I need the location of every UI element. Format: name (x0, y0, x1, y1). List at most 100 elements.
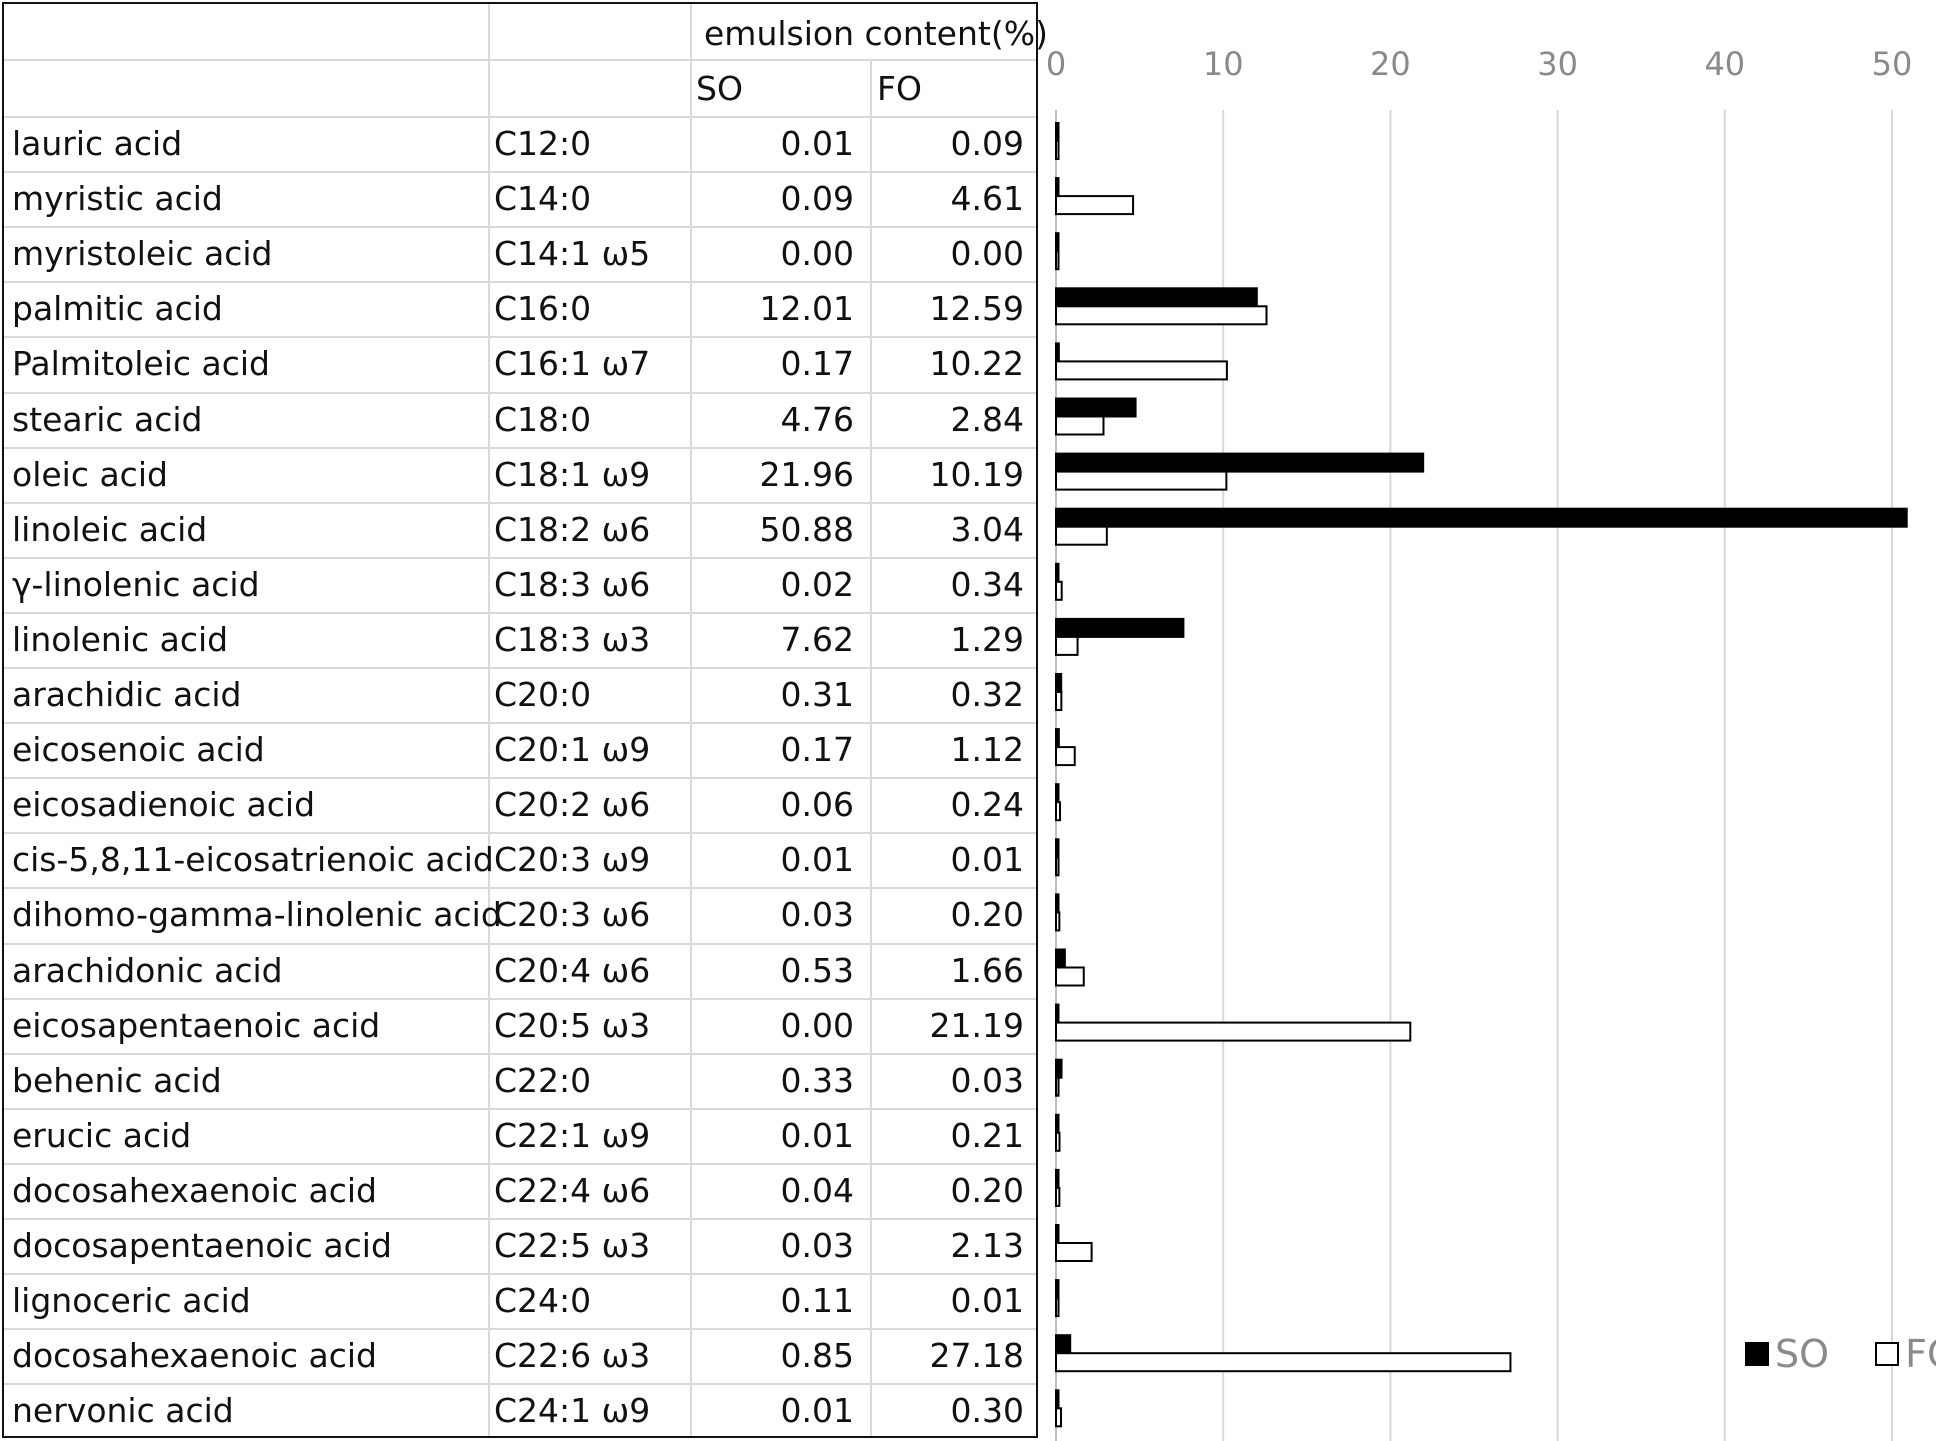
x-tick-label: 30 (1537, 45, 1578, 83)
row-name: myristoleic acid (12, 234, 273, 274)
row-formula: C12:0 (494, 124, 592, 163)
row-fo-value: 10.19 (929, 454, 1024, 494)
header-so: SO (696, 69, 743, 108)
legend-swatch-fo (1875, 1341, 1900, 1366)
fatty-acid-table: emulsion content(%) SO FO lauric acid C12… (2, 2, 1048, 1438)
row-formula: C18:3 ω6 (494, 564, 651, 604)
row-fo-value: 0.20 (950, 1170, 1024, 1210)
row-fo-value: 0.01 (950, 1281, 1024, 1321)
row-so-value: 0.01 (780, 1115, 854, 1155)
row-formula: C18:1 ω9 (494, 454, 651, 494)
legend-label-fo: FO (1905, 1332, 1936, 1376)
row-so-value: 21.96 (759, 454, 854, 494)
header-fo: FO (877, 69, 922, 108)
bar-fo (1055, 250, 1060, 271)
chart-x-ticks: 0 10 20 30 40 50 (1046, 45, 1913, 83)
header-emulsion-content: emulsion content(%) (704, 14, 1048, 53)
bar-so (1055, 1113, 1060, 1134)
row-so-value: 0.09 (780, 179, 854, 219)
table-column-divider (690, 4, 692, 1436)
bar-so (1055, 728, 1060, 749)
row-name: myristic acid (12, 179, 223, 219)
table-row-divider (4, 942, 1036, 945)
row-fo-value: 0.34 (950, 564, 1024, 604)
row-so-value: 0.02 (780, 564, 854, 604)
row-name: linoleic acid (12, 509, 208, 549)
bar-fo (1055, 1076, 1060, 1097)
row-name: Palmitoleic acid (12, 344, 271, 384)
table-row-divider (4, 281, 1036, 284)
bar-fo (1055, 470, 1228, 491)
row-fo-value: 0.21 (950, 1115, 1024, 1155)
row-fo-value: 1.12 (950, 730, 1024, 770)
row-fo-value: 0.03 (950, 1060, 1024, 1100)
row-fo-value: 0.30 (950, 1391, 1024, 1431)
row-formula: C20:1 ω9 (494, 730, 651, 770)
row-name: nervonic acid (12, 1391, 234, 1431)
row-name: arachidic acid (12, 675, 242, 714)
bar-fo (1055, 1021, 1412, 1042)
bar-so (1055, 507, 1908, 528)
bar-so (1055, 562, 1060, 583)
bar-fo (1055, 360, 1228, 381)
row-name: linolenic acid (12, 619, 229, 659)
row-so-value: 50.88 (759, 509, 854, 549)
row-formula: C16:1 ω7 (494, 344, 651, 384)
row-name: docosapentaenoic acid (12, 1226, 392, 1265)
bar-so (1055, 1003, 1060, 1024)
row-fo-value: 10.22 (929, 344, 1024, 384)
bar-so (1055, 948, 1066, 969)
bar-fo (1055, 580, 1063, 601)
row-fo-value: 2.13 (950, 1226, 1024, 1265)
row-so-value: 12.01 (759, 289, 854, 329)
row-so-value: 0.53 (780, 950, 854, 990)
x-tick-label: 10 (1203, 45, 1244, 83)
row-name: cis-5,8,11-eicosatrienoic acid (12, 840, 494, 880)
bar-so (1055, 1389, 1060, 1410)
row-so-value: 0.85 (780, 1336, 854, 1376)
table-row-divider (4, 446, 1036, 449)
table-row-divider (4, 116, 1036, 118)
bar-fo (1055, 415, 1105, 436)
bar-fo (1055, 691, 1063, 711)
row-formula: C20:3 ω6 (494, 895, 651, 935)
row-formula: C24:0 (494, 1281, 592, 1321)
table-row-divider (4, 1162, 1036, 1165)
row-formula: C20:5 ω3 (494, 1005, 651, 1045)
row-fo-value: 0.24 (950, 785, 1024, 825)
row-fo-value: 0.32 (950, 675, 1024, 714)
row-so-value: 0.17 (780, 730, 854, 770)
table-row-divider (4, 1273, 1036, 1276)
row-formula: C20:2 ω6 (494, 785, 651, 825)
bar-fo (1055, 801, 1062, 822)
table-row-divider (4, 1052, 1036, 1055)
legend-item-so: SO (1745, 1332, 1829, 1376)
x-tick-label: 0 (1046, 45, 1066, 83)
bar-fo (1055, 1297, 1060, 1318)
row-fo-value: 0.01 (950, 840, 1024, 880)
row-so-value: 4.76 (780, 399, 854, 439)
bar-so (1055, 1224, 1060, 1244)
row-name: eicosadienoic acid (12, 785, 316, 825)
table-row-divider (4, 1328, 1036, 1331)
row-fo-value: 2.84 (950, 399, 1024, 439)
row-formula: C18:0 (494, 399, 592, 439)
row-so-value: 0.31 (780, 675, 854, 714)
table-row-divider (4, 887, 1036, 890)
row-formula: C20:4 ω6 (494, 950, 651, 990)
table-row-divider (4, 391, 1036, 394)
row-fo-value: 0.09 (950, 124, 1024, 163)
table-row-divider (4, 171, 1036, 174)
row-so-value: 7.62 (780, 619, 854, 659)
row-formula: C14:1 ω5 (494, 234, 651, 274)
bar-so (1055, 232, 1060, 253)
row-name: lignoceric acid (12, 1281, 251, 1321)
row-so-value: 0.03 (780, 1226, 854, 1265)
row-name: eicosenoic acid (12, 730, 265, 770)
row-formula: C22:4 ω6 (494, 1170, 651, 1210)
table-row-divider (4, 722, 1036, 725)
row-name: oleic acid (12, 454, 168, 494)
row-formula: C18:3 ω3 (494, 619, 651, 659)
row-so-value: 0.01 (780, 124, 854, 163)
bar-so (1055, 1168, 1060, 1189)
